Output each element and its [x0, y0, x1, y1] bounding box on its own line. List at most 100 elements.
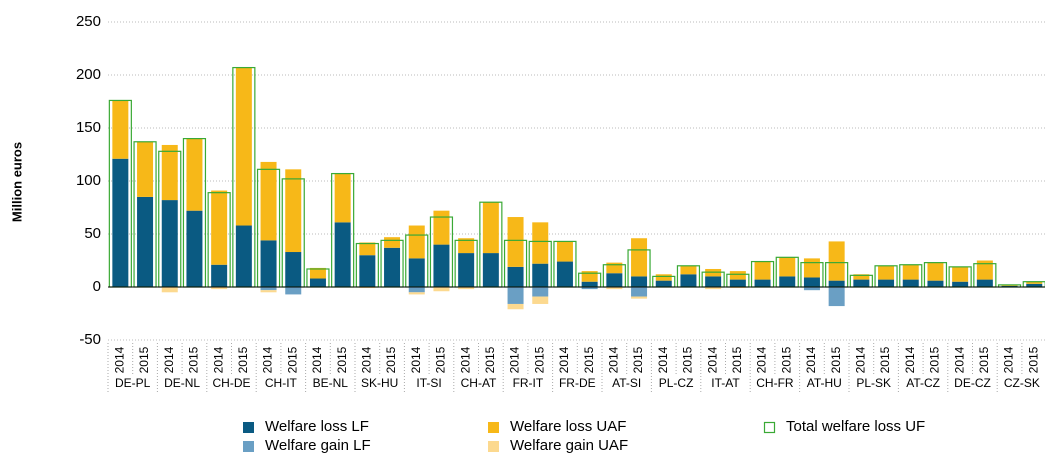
bar-segment	[754, 279, 771, 287]
bar-segment	[556, 261, 573, 287]
x-tick-label: 2015	[582, 346, 596, 373]
x-tick-label: 2015	[878, 346, 892, 373]
bar-segment	[334, 222, 351, 287]
group-label: AT-CZ	[906, 376, 940, 390]
x-tick-label: 2015	[532, 346, 546, 373]
bar-segment	[433, 287, 450, 292]
bar-segment	[927, 280, 944, 287]
bar-segment	[581, 271, 598, 282]
group-label: CH-FR	[756, 376, 794, 390]
bar-segment	[729, 279, 746, 287]
bar-segment	[680, 274, 697, 287]
x-tick-label: 2014	[211, 346, 225, 373]
bar-segment	[334, 173, 351, 223]
group-label: PL-SK	[856, 376, 891, 390]
y-tick-label: -50	[79, 331, 101, 348]
x-tick-label: 2015	[236, 346, 250, 373]
x-tick-label: 2014	[508, 346, 522, 373]
bar-segment	[556, 241, 573, 262]
x-tick-label: 2015	[829, 346, 843, 373]
bar-segment	[507, 217, 524, 267]
group-label: SK-HU	[361, 376, 398, 390]
bar-segment	[606, 287, 623, 290]
bar-segment	[976, 260, 993, 280]
bar-segment	[433, 244, 450, 287]
legend-item: Welfare loss UAF	[488, 418, 626, 435]
legend-item: Welfare loss LF	[243, 418, 369, 435]
group-label: IT-AT	[711, 376, 740, 390]
bar-segment	[137, 141, 154, 197]
bar-segment	[803, 258, 820, 278]
bar-segment	[680, 265, 697, 275]
bar-segment	[161, 144, 178, 201]
x-tick-label: 2015	[187, 346, 201, 373]
bar-segment	[112, 100, 129, 159]
bar-segment	[705, 276, 722, 287]
x-tick-label: 2015	[928, 346, 942, 373]
bar-segment	[408, 225, 425, 259]
x-tick-label: 2015	[681, 346, 695, 373]
x-tick-label: 2014	[557, 346, 571, 373]
legend-swatch	[488, 441, 499, 452]
x-tick-label: 2015	[384, 346, 398, 373]
y-axis-label: Million euros	[9, 142, 24, 222]
bar-segment	[952, 266, 969, 282]
x-tick-label: 2014	[1002, 346, 1016, 373]
bar-segment	[359, 242, 376, 256]
bar-segment	[878, 279, 895, 287]
bar-segment	[803, 277, 820, 287]
x-tick-label: 2014	[409, 346, 423, 373]
x-tick-label: 2014	[952, 346, 966, 373]
bar-segment	[976, 279, 993, 287]
bar-segment	[803, 287, 820, 291]
bar-segment	[507, 303, 524, 310]
x-tick-label: 2014	[656, 346, 670, 373]
x-tick-label: 2014	[903, 346, 917, 373]
legend-item: Welfare gain UAF	[488, 437, 628, 454]
x-tick-label: 2015	[779, 346, 793, 373]
legend-swatch	[243, 441, 254, 452]
group-label: IT-SI	[416, 376, 441, 390]
bar-segment	[1026, 283, 1043, 287]
x-tick-label: 2015	[434, 346, 448, 373]
bar-segment	[408, 292, 425, 295]
bar-segment	[927, 262, 944, 281]
group-label: CH-DE	[213, 376, 251, 390]
group-label: PL-CZ	[659, 376, 694, 390]
bar-segment	[532, 287, 549, 297]
bar-segment	[655, 280, 672, 287]
x-tick-label: 2015	[1026, 346, 1040, 373]
x-tick-label: 2014	[458, 346, 472, 373]
x-tick-label: 2015	[483, 346, 497, 373]
legend-item: Welfare gain LF	[243, 437, 371, 454]
y-tick-label: 200	[76, 66, 101, 83]
group-label: CH-IT	[265, 376, 298, 390]
bar-segment	[359, 287, 376, 289]
x-tick-label: 2014	[607, 346, 621, 373]
legend-swatch	[243, 422, 254, 433]
bar-segment	[161, 200, 178, 287]
bar-segment	[532, 263, 549, 287]
bar-segment	[655, 274, 672, 281]
legend-label: Welfare loss LF	[265, 418, 369, 435]
group-label: FR-DE	[559, 376, 596, 390]
y-tick-label: 250	[76, 13, 101, 30]
bar-segment	[779, 257, 796, 277]
y-tick-label: 100	[76, 172, 101, 189]
bar-segment	[458, 253, 475, 287]
bar-segment	[211, 287, 228, 290]
bar-segment	[260, 287, 277, 291]
bar-segment	[408, 287, 425, 293]
x-tick-label: 2015	[977, 346, 991, 373]
bar-segment	[507, 266, 524, 287]
bar-segment	[235, 225, 252, 287]
bar-segment	[631, 287, 648, 297]
x-tick-label: 2015	[137, 346, 151, 373]
x-tick-label: 2014	[310, 346, 324, 373]
group-label: CZ-SK	[1004, 376, 1040, 390]
bar-segment	[186, 138, 203, 211]
group-label: CH-AT	[461, 376, 497, 390]
bar-segment	[482, 202, 499, 254]
x-tick-label: 2014	[804, 346, 818, 373]
